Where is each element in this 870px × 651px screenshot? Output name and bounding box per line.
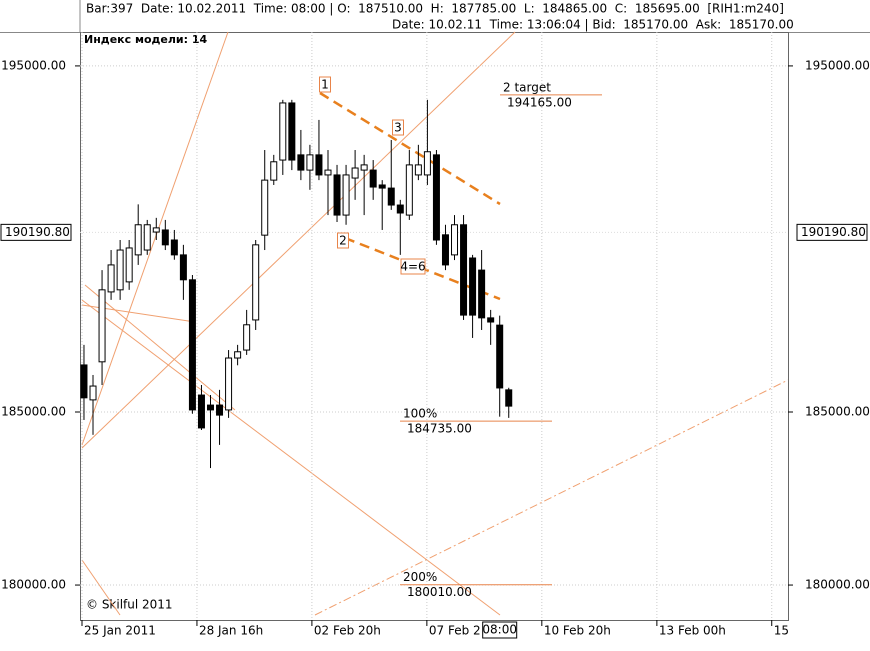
- candle-body: [342, 174, 350, 216]
- level-label: 184735.00: [407, 422, 472, 436]
- header-line2: Date: 10.02.11 Time: 13:06:04 | Bid: 185…: [392, 18, 794, 32]
- price-marker-label: 190190.80: [801, 225, 866, 239]
- header-line1: Bar:397 Date: 10.02.2011 Time: 08:00 | O…: [86, 2, 784, 16]
- x-tick-label: 13 Feb 00h: [659, 624, 726, 638]
- candle-body: [396, 204, 404, 214]
- candle-body: [188, 279, 196, 411]
- candle-body: [496, 324, 504, 389]
- y-tick-label: 180000.00: [1, 578, 66, 592]
- candle-body: [252, 244, 260, 321]
- candle-body: [387, 187, 395, 206]
- candle-body: [405, 164, 413, 216]
- candle-body: [279, 102, 287, 161]
- level-label: 194165.00: [507, 95, 572, 109]
- candle-body: [414, 164, 422, 176]
- level-name: 2 target: [503, 80, 551, 94]
- wave-label-box: [319, 76, 331, 93]
- candle-body: [378, 184, 386, 189]
- x-tick-label: 28 Jan 16h: [199, 624, 263, 638]
- candle-body: [98, 289, 106, 363]
- wave-label-box: [400, 258, 426, 275]
- trend-line: [84, 284, 236, 411]
- candle-body: [369, 169, 377, 188]
- candle-body: [270, 161, 278, 181]
- candle-body: [297, 154, 305, 171]
- candle-body: [469, 257, 477, 316]
- price-marker-box: [0, 223, 72, 241]
- wave-label: 1: [321, 78, 329, 92]
- x-tick-label: 25 Jan 2011: [84, 624, 156, 638]
- y-tick-label: 185000.00: [1, 405, 66, 419]
- x-tick-label: 10 Feb 20h: [544, 624, 611, 638]
- y-tick-label: 195000.00: [1, 58, 66, 72]
- time-marker-box: [482, 621, 518, 639]
- candle-body: [451, 224, 459, 256]
- candle-body: [170, 239, 178, 256]
- analysis-lines: [81, 31, 789, 616]
- candle-body: [116, 249, 124, 291]
- candle-body: [107, 264, 115, 293]
- candle-body: [179, 254, 187, 281]
- price-marker-label: 190190.80: [5, 225, 70, 239]
- y-tick-label-right: 195000.00: [805, 58, 870, 72]
- x-tick-label: 02 Feb 20h: [314, 624, 381, 638]
- trend-line: [81, 31, 229, 446]
- plot-frame: [80, 32, 789, 621]
- wave-label-box: [337, 232, 349, 249]
- candle-body: [351, 167, 359, 179]
- candle-body: [216, 404, 224, 416]
- candle-body: [288, 102, 296, 161]
- candle-body: [125, 247, 133, 283]
- candle-body: [243, 324, 251, 351]
- trend-line: [81, 559, 121, 616]
- candle-body: [89, 385, 97, 401]
- candle-body: [432, 154, 440, 241]
- trend-line: [81, 299, 501, 616]
- candle-body: [306, 154, 314, 171]
- candle-body: [333, 174, 341, 216]
- candle-body: [234, 351, 242, 359]
- candle-body: [261, 179, 269, 236]
- y-tick-label-right: 180000.00: [805, 578, 870, 592]
- wave-label: 4=6: [400, 260, 425, 274]
- price-marker-box: [796, 223, 868, 241]
- trend-line: [81, 31, 516, 449]
- x-tick-label: 07 Feb 2: [429, 624, 481, 638]
- candle-body: [324, 169, 332, 176]
- level-name: 200%: [403, 570, 437, 584]
- candle-body: [441, 234, 449, 266]
- candle-body: [423, 151, 431, 176]
- candle-body: [207, 404, 215, 411]
- level-name: 100%: [403, 407, 437, 421]
- candle-body: [487, 317, 495, 323]
- wave-label: 2: [339, 234, 347, 248]
- candle-body: [143, 224, 151, 251]
- model-index: Индекс модели: 14: [84, 33, 208, 46]
- time-marker-label: 08:00: [482, 623, 517, 637]
- candle-body: [197, 394, 205, 429]
- candle-body: [80, 364, 88, 399]
- candle-body: [460, 224, 468, 316]
- wave-label: 3: [394, 121, 402, 135]
- channel-upper: [319, 91, 501, 206]
- candle-body: [315, 154, 323, 176]
- y-tick-label-right: 185000.00: [805, 405, 870, 419]
- candle-body: [134, 224, 142, 256]
- wave-label-box: [392, 119, 404, 136]
- level-label: 180010.00: [407, 585, 472, 599]
- candle-body: [152, 227, 160, 233]
- candle-body: [360, 164, 368, 171]
- candle-body: [161, 229, 169, 246]
- candle-body: [225, 357, 233, 411]
- candle-body: [478, 269, 486, 319]
- candle-body: [505, 389, 513, 407]
- copyright: © Skilful 2011: [86, 598, 173, 612]
- x-tick-label: 15: [774, 624, 789, 638]
